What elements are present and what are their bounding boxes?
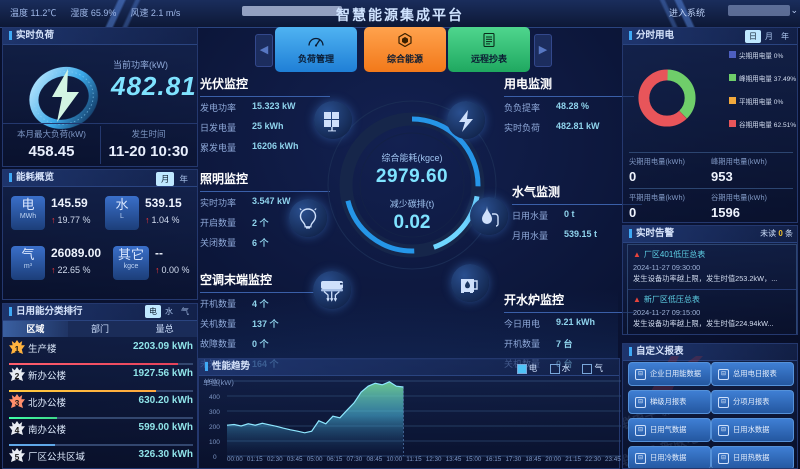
svg-text:500: 500 (209, 379, 220, 386)
svg-text:100: 100 (209, 439, 220, 446)
svg-text:0: 0 (213, 454, 217, 461)
svg-text:200: 200 (209, 424, 220, 431)
svg-text:300: 300 (209, 409, 220, 416)
svg-text:400: 400 (209, 394, 220, 401)
